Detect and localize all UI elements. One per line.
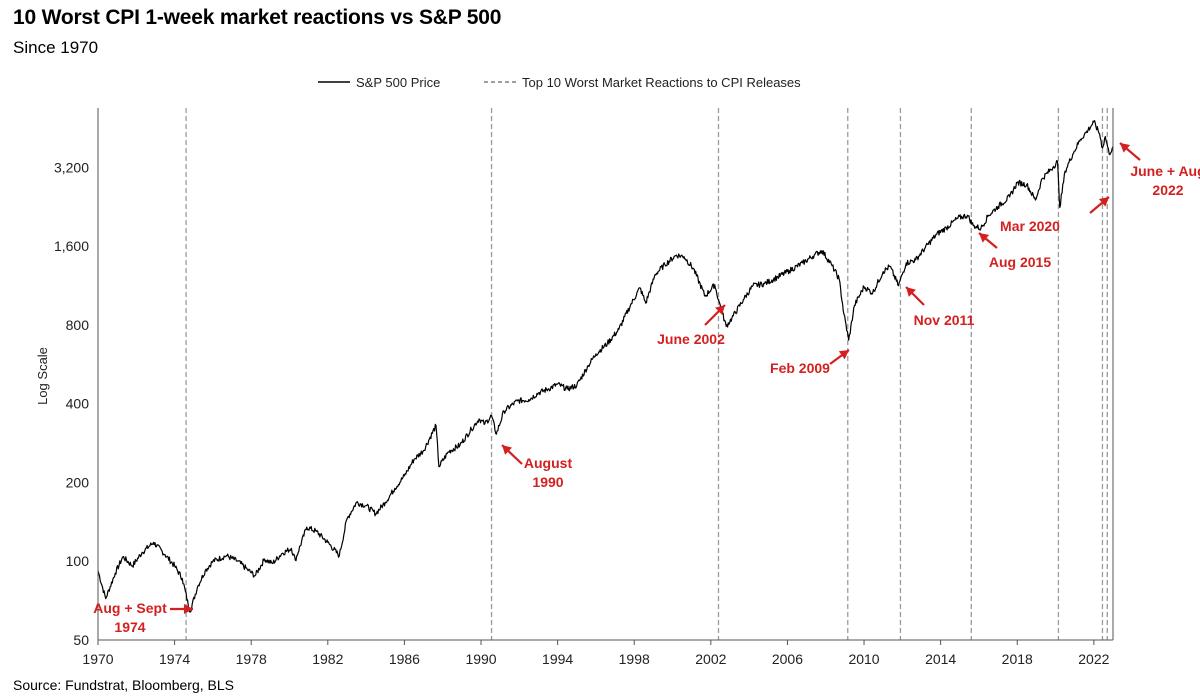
x-tick-label: 2010 [848, 651, 879, 667]
annotation-label: Feb 2009 [770, 360, 830, 376]
chart-title: 10 Worst CPI 1-week market reactions vs … [13, 6, 502, 29]
source-note: Source: Fundstrat, Bloomberg, BLS [13, 677, 234, 693]
y-axis-label: Log Scale [35, 347, 50, 405]
annotation-3: Feb 2009 [770, 349, 850, 376]
chart-axes [97, 108, 1114, 641]
x-tick-label: 1982 [312, 651, 343, 667]
y-tick-label: 200 [66, 474, 90, 490]
series-line-sp500 [97, 120, 1114, 613]
annotation-arrow-head [979, 233, 990, 243]
annotation-6: Mar 2020 [1000, 196, 1110, 234]
annotation-5: Aug 2015 [978, 232, 1051, 270]
x-tick-label: 2014 [925, 651, 956, 667]
legend-label-cpi: Top 10 Worst Market Reactions to CPI Rel… [522, 75, 801, 90]
x-tick-label: 1994 [542, 651, 573, 667]
event-lines [185, 108, 1108, 640]
y-tick-label: 50 [73, 632, 89, 648]
annotation-arrow-head [1120, 143, 1131, 153]
annotation-label: 1974 [114, 619, 145, 635]
x-tick-label: 1998 [619, 651, 650, 667]
x-tick-label: 2002 [695, 651, 726, 667]
annotation-label: Mar 2020 [1000, 218, 1060, 234]
annotation-arrow-head [906, 287, 916, 297]
annotation-label: 1990 [532, 474, 563, 490]
annotation-label: June + Aug [1130, 163, 1200, 179]
annotation-arrow-head [502, 445, 512, 455]
chart-subtitle: Since 1970 [13, 38, 99, 57]
annotation-label: Aug 2015 [989, 254, 1051, 270]
x-tick-label: 1978 [236, 651, 267, 667]
annotation-2: June 2002 [657, 304, 726, 347]
event-annotations: Aug + Sept 1974 August 1990 June 2002 Feb 200… [93, 142, 1200, 635]
annotation-4: Nov 2011 [905, 286, 975, 328]
x-tick-label: 1990 [465, 651, 496, 667]
y-tick-label: 3,200 [54, 159, 89, 175]
y-tick-label: 400 [66, 396, 90, 412]
x-tick-label: 1970 [82, 651, 113, 667]
legend-label-sp500: S&P 500 Price [356, 75, 440, 90]
y-axis-label-group: Log Scale [35, 347, 50, 405]
annotation-arrow-head [715, 305, 725, 315]
y-tick-label: 100 [66, 553, 90, 569]
x-tick-label: 1986 [389, 651, 420, 667]
y-axis-ticks: 50 100 200 400 800 1,600 3,200 [54, 159, 89, 648]
annotation-label: Aug + Sept [93, 600, 167, 616]
annotation-arrow-head [838, 350, 849, 360]
x-axis-ticks: 1970 1974 1978 1982 1986 1990 1994 1998 2002 2006… [82, 640, 1110, 667]
x-tick-label: 1974 [159, 651, 190, 667]
annotation-0: Aug + Sept 1974 [93, 600, 193, 635]
y-tick-label: 800 [66, 317, 90, 333]
y-tick-label: 1,600 [54, 238, 89, 254]
series-lines [97, 120, 1114, 613]
x-tick-label: 2022 [1078, 651, 1109, 667]
chart-legend: S&P 500 Price Top 10 Worst Market Reactio… [318, 75, 801, 90]
annotation-7: June + Aug 2022 [1119, 142, 1200, 198]
x-tick-label: 2018 [1002, 651, 1033, 667]
annotation-1: August 1990 [501, 444, 573, 490]
x-tick-label: 2006 [772, 651, 803, 667]
annotation-label: August [524, 455, 573, 471]
annotation-arrow-head [1098, 197, 1109, 207]
annotation-label: Nov 2011 [914, 312, 975, 328]
annotation-label: 2022 [1152, 182, 1183, 198]
annotation-arrow-head [184, 604, 193, 614]
annotation-label: June 2002 [657, 331, 725, 347]
